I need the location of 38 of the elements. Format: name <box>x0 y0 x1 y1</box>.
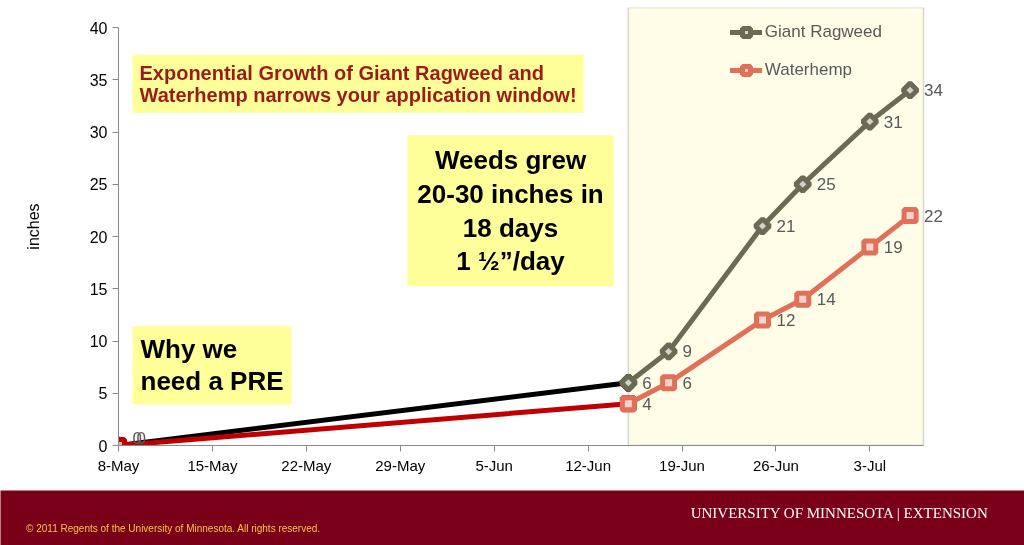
annotation: Weeds grew 20-30 inches in 18 days 1 ½”/day <box>417 145 604 277</box>
data-label: 6 <box>642 373 652 393</box>
x-tick-label: 19-Jun <box>659 456 705 474</box>
data-label: 25 <box>816 175 836 195</box>
x-tick-label: 26-Jun <box>752 456 799 474</box>
annotation: Why we need a PRE <box>140 334 284 397</box>
data-label: 12 <box>776 311 796 331</box>
y-tick-label: 0 <box>98 437 108 455</box>
x-tick-label: 29-May <box>375 456 426 474</box>
y-tick-label: 30 <box>89 124 108 141</box>
x-tick-label: 22-May <box>281 456 332 474</box>
x-tick-label: 3-Jul <box>853 456 887 474</box>
x-tick-label: 12-Jun <box>565 456 612 474</box>
data-label: 31 <box>883 112 903 132</box>
data-label: 9 <box>682 342 693 362</box>
y-tick-label: 15 <box>89 280 108 298</box>
data-label: 4 <box>642 394 652 414</box>
legend-label: Waterhemp <box>764 60 853 80</box>
y-tick-label: 25 <box>89 176 108 194</box>
legend-label: Giant Ragweed <box>764 22 882 42</box>
text: Exponential Growth of Giant Ragweed and Waterhemp narrows your application window! <box>139 61 577 106</box>
text: © 2011 Regents of the University of Minnesota. All rights reserved. <box>26 522 321 534</box>
y-tick-label: 40 <box>89 19 108 37</box>
data-label: 14 <box>816 290 836 310</box>
x-tick-label: 8-May <box>97 456 140 474</box>
x-tick-label: 15-May <box>187 456 238 474</box>
data-label: 22 <box>924 206 944 226</box>
x-tick-label: 5-Jun <box>475 456 513 474</box>
data-label: 34 <box>924 81 944 101</box>
y-tick-label: 5 <box>98 385 108 403</box>
data-label: 6 <box>682 373 693 393</box>
y-tick-label: 20 <box>89 228 108 246</box>
data-label: 21 <box>776 217 796 237</box>
y-tick-label: 10 <box>89 333 108 350</box>
y-tick-label: 35 <box>89 71 108 89</box>
data-label: 19 <box>883 237 903 257</box>
y-axis-title: inches <box>24 203 42 250</box>
text: UNIVERSITY OF MINNESOTA | EXTENSION <box>690 504 988 521</box>
